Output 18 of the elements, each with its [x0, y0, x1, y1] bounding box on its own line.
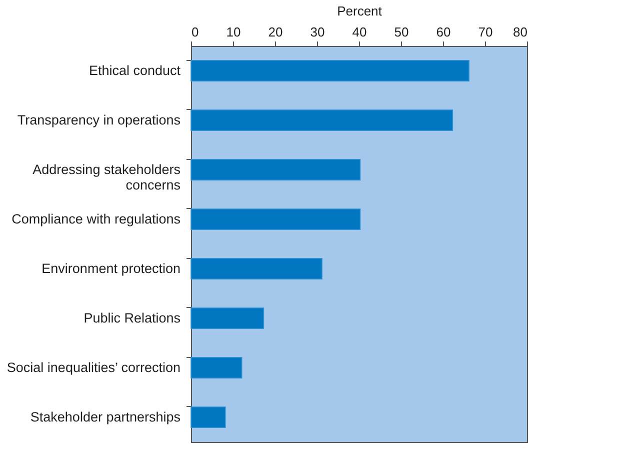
x-tick-label: 60 — [436, 24, 451, 40]
x-tick-label: 30 — [310, 24, 325, 40]
y-tick-label: Environment protection — [42, 260, 180, 276]
x-tick-label: 20 — [268, 24, 283, 40]
x-tick-label: 10 — [226, 24, 241, 40]
x-tick-label: 40 — [352, 24, 367, 40]
y-tick-label: Social inequalities’ correction — [6, 360, 180, 375]
y-tick-label: Addressing stakeholders concerns — [32, 162, 181, 192]
x-tick-label: 0 — [192, 24, 199, 40]
y-tick-label: Compliance with regulations — [12, 211, 181, 226]
y-tick-label: Ethical conduct — [88, 62, 181, 78]
x-tick-label: 50 — [394, 24, 409, 40]
x-tick-label: 70 — [478, 24, 493, 40]
y-tick-label: Transparency in operations — [17, 112, 181, 128]
x-tick-label: 80 — [513, 24, 528, 40]
x-axis-title: Percent — [337, 4, 382, 18]
y-tick-label: Stakeholder partnerships — [30, 409, 181, 424]
y-tick-label: Public Relations — [84, 310, 181, 326]
